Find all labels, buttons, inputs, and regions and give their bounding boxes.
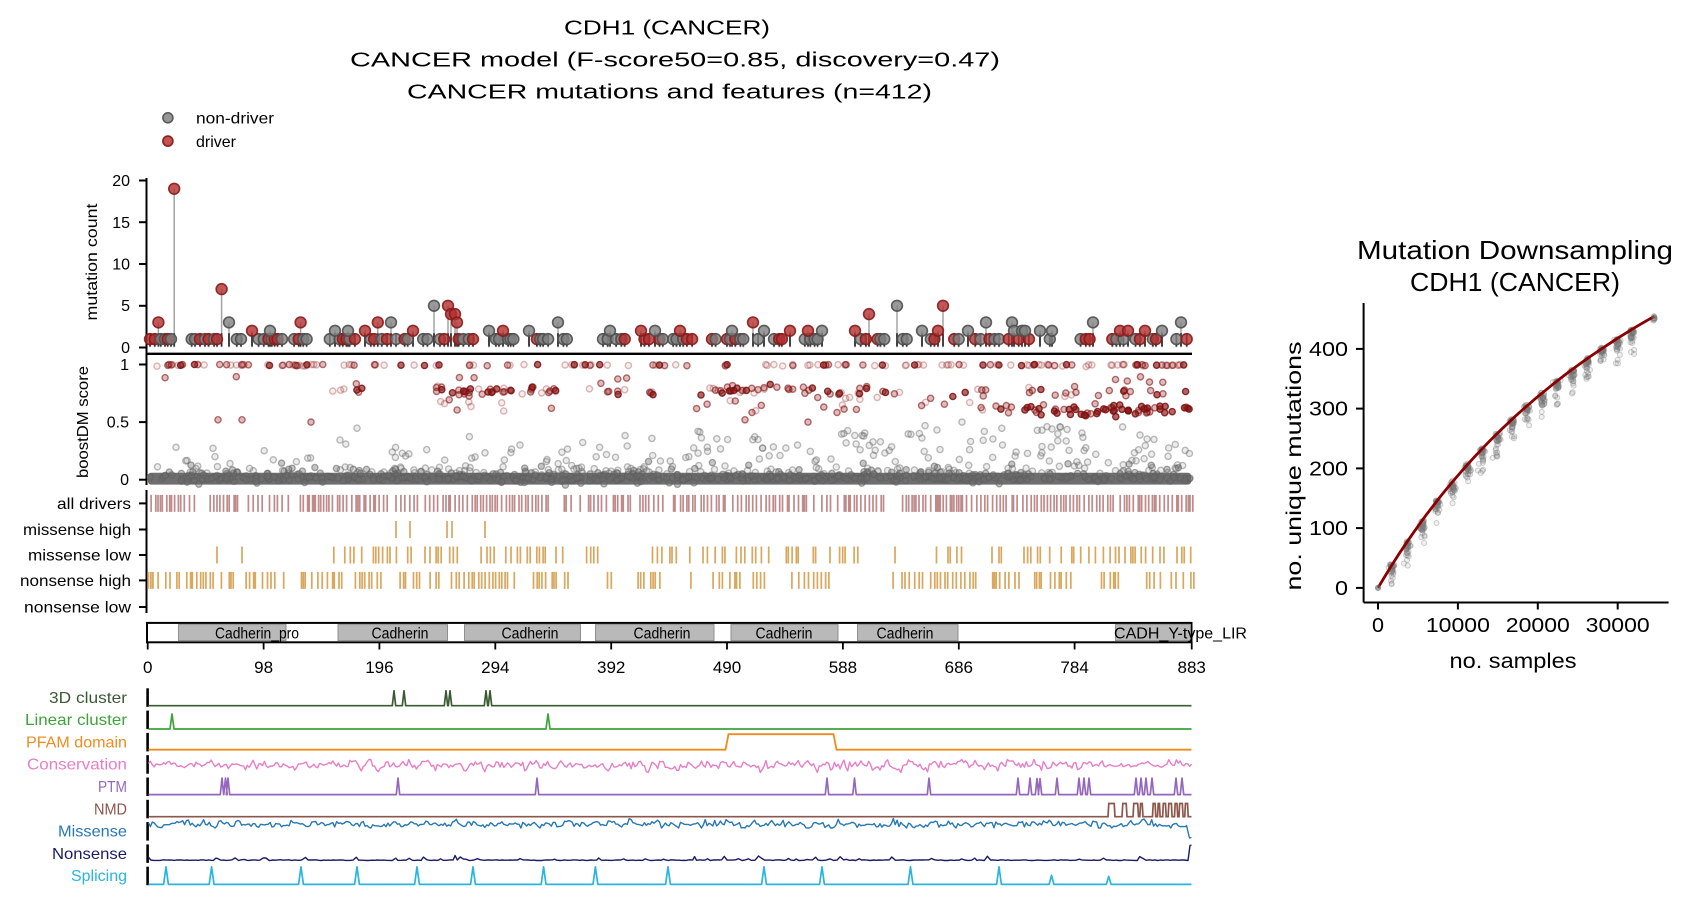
svg-text:1: 1 — [120, 357, 129, 374]
svg-text:300: 300 — [1309, 399, 1348, 421]
svg-text:Mutation Downsampling: Mutation Downsampling — [1357, 235, 1673, 265]
svg-text:588: 588 — [829, 658, 857, 677]
svg-text:686: 686 — [945, 658, 973, 677]
svg-text:0: 0 — [121, 340, 130, 357]
svg-text:missense high: missense high — [23, 522, 131, 539]
svg-text:no. unique mutations: no. unique mutations — [1283, 342, 1306, 591]
svg-text:0: 0 — [1372, 615, 1384, 637]
svg-text:Conservation: Conservation — [27, 757, 127, 774]
svg-text:Cadherin: Cadherin — [502, 626, 559, 643]
svg-text:15: 15 — [112, 215, 130, 232]
svg-text:CANCER mutations and features: CANCER mutations and features (n=412) — [407, 81, 932, 104]
svg-text:98: 98 — [254, 658, 273, 677]
svg-text:driver: driver — [196, 134, 237, 151]
svg-text:Nonsense: Nonsense — [52, 846, 127, 863]
svg-text:mutation count: mutation count — [84, 203, 101, 321]
svg-text:784: 784 — [1060, 658, 1088, 677]
svg-text:0: 0 — [143, 658, 152, 677]
svg-text:0: 0 — [1335, 578, 1348, 600]
svg-text:Cadherin: Cadherin — [372, 626, 429, 643]
svg-text:883: 883 — [1178, 658, 1206, 677]
svg-text:100: 100 — [1309, 518, 1348, 540]
svg-text:NMD: NMD — [94, 801, 127, 818]
svg-text:CDH1 (CANCER): CDH1 (CANCER) — [564, 17, 770, 40]
svg-text:nonsense high: nonsense high — [20, 573, 131, 590]
svg-text:5: 5 — [121, 298, 130, 315]
svg-text:30000: 30000 — [1586, 615, 1650, 637]
svg-text:Splicing: Splicing — [71, 868, 127, 885]
svg-text:Cadherin: Cadherin — [756, 626, 813, 643]
svg-text:Cadherin: Cadherin — [877, 626, 934, 643]
svg-text:Missense: Missense — [58, 824, 127, 841]
svg-text:490: 490 — [713, 658, 741, 677]
svg-text:Cadherin_pro: Cadherin_pro — [215, 626, 299, 643]
svg-text:CDH1 (CANCER): CDH1 (CANCER) — [1410, 267, 1620, 297]
svg-text:Cadherin: Cadherin — [634, 626, 691, 643]
svg-text:CADH_Y-type_LIR: CADH_Y-type_LIR — [1114, 626, 1247, 643]
svg-text:0: 0 — [120, 472, 129, 489]
svg-text:10: 10 — [112, 257, 130, 274]
svg-text:CANCER model (F-score50=0.85,: CANCER model (F-score50=0.85, discovery=… — [350, 49, 1000, 72]
svg-text:PTM: PTM — [98, 779, 127, 796]
svg-text:PFAM domain: PFAM domain — [26, 734, 127, 751]
svg-text:20000: 20000 — [1506, 615, 1570, 637]
svg-text:196: 196 — [365, 658, 393, 677]
svg-text:400: 400 — [1309, 339, 1348, 361]
svg-text:non-driver: non-driver — [196, 111, 275, 128]
svg-text:nonsense low: nonsense low — [24, 600, 131, 617]
svg-text:Linear cluster: Linear cluster — [25, 712, 128, 729]
svg-text:0.5: 0.5 — [107, 415, 129, 432]
svg-text:no. samples: no. samples — [1450, 649, 1577, 673]
svg-text:294: 294 — [481, 658, 509, 677]
svg-text:3D cluster: 3D cluster — [49, 690, 128, 707]
svg-text:392: 392 — [597, 658, 625, 677]
svg-text:10000: 10000 — [1426, 615, 1490, 637]
svg-text:200: 200 — [1309, 458, 1348, 480]
svg-text:all drivers: all drivers — [57, 496, 131, 513]
svg-text:boostDM score: boostDM score — [75, 366, 92, 478]
svg-text:20: 20 — [112, 173, 130, 190]
svg-text:missense low: missense low — [28, 548, 131, 565]
